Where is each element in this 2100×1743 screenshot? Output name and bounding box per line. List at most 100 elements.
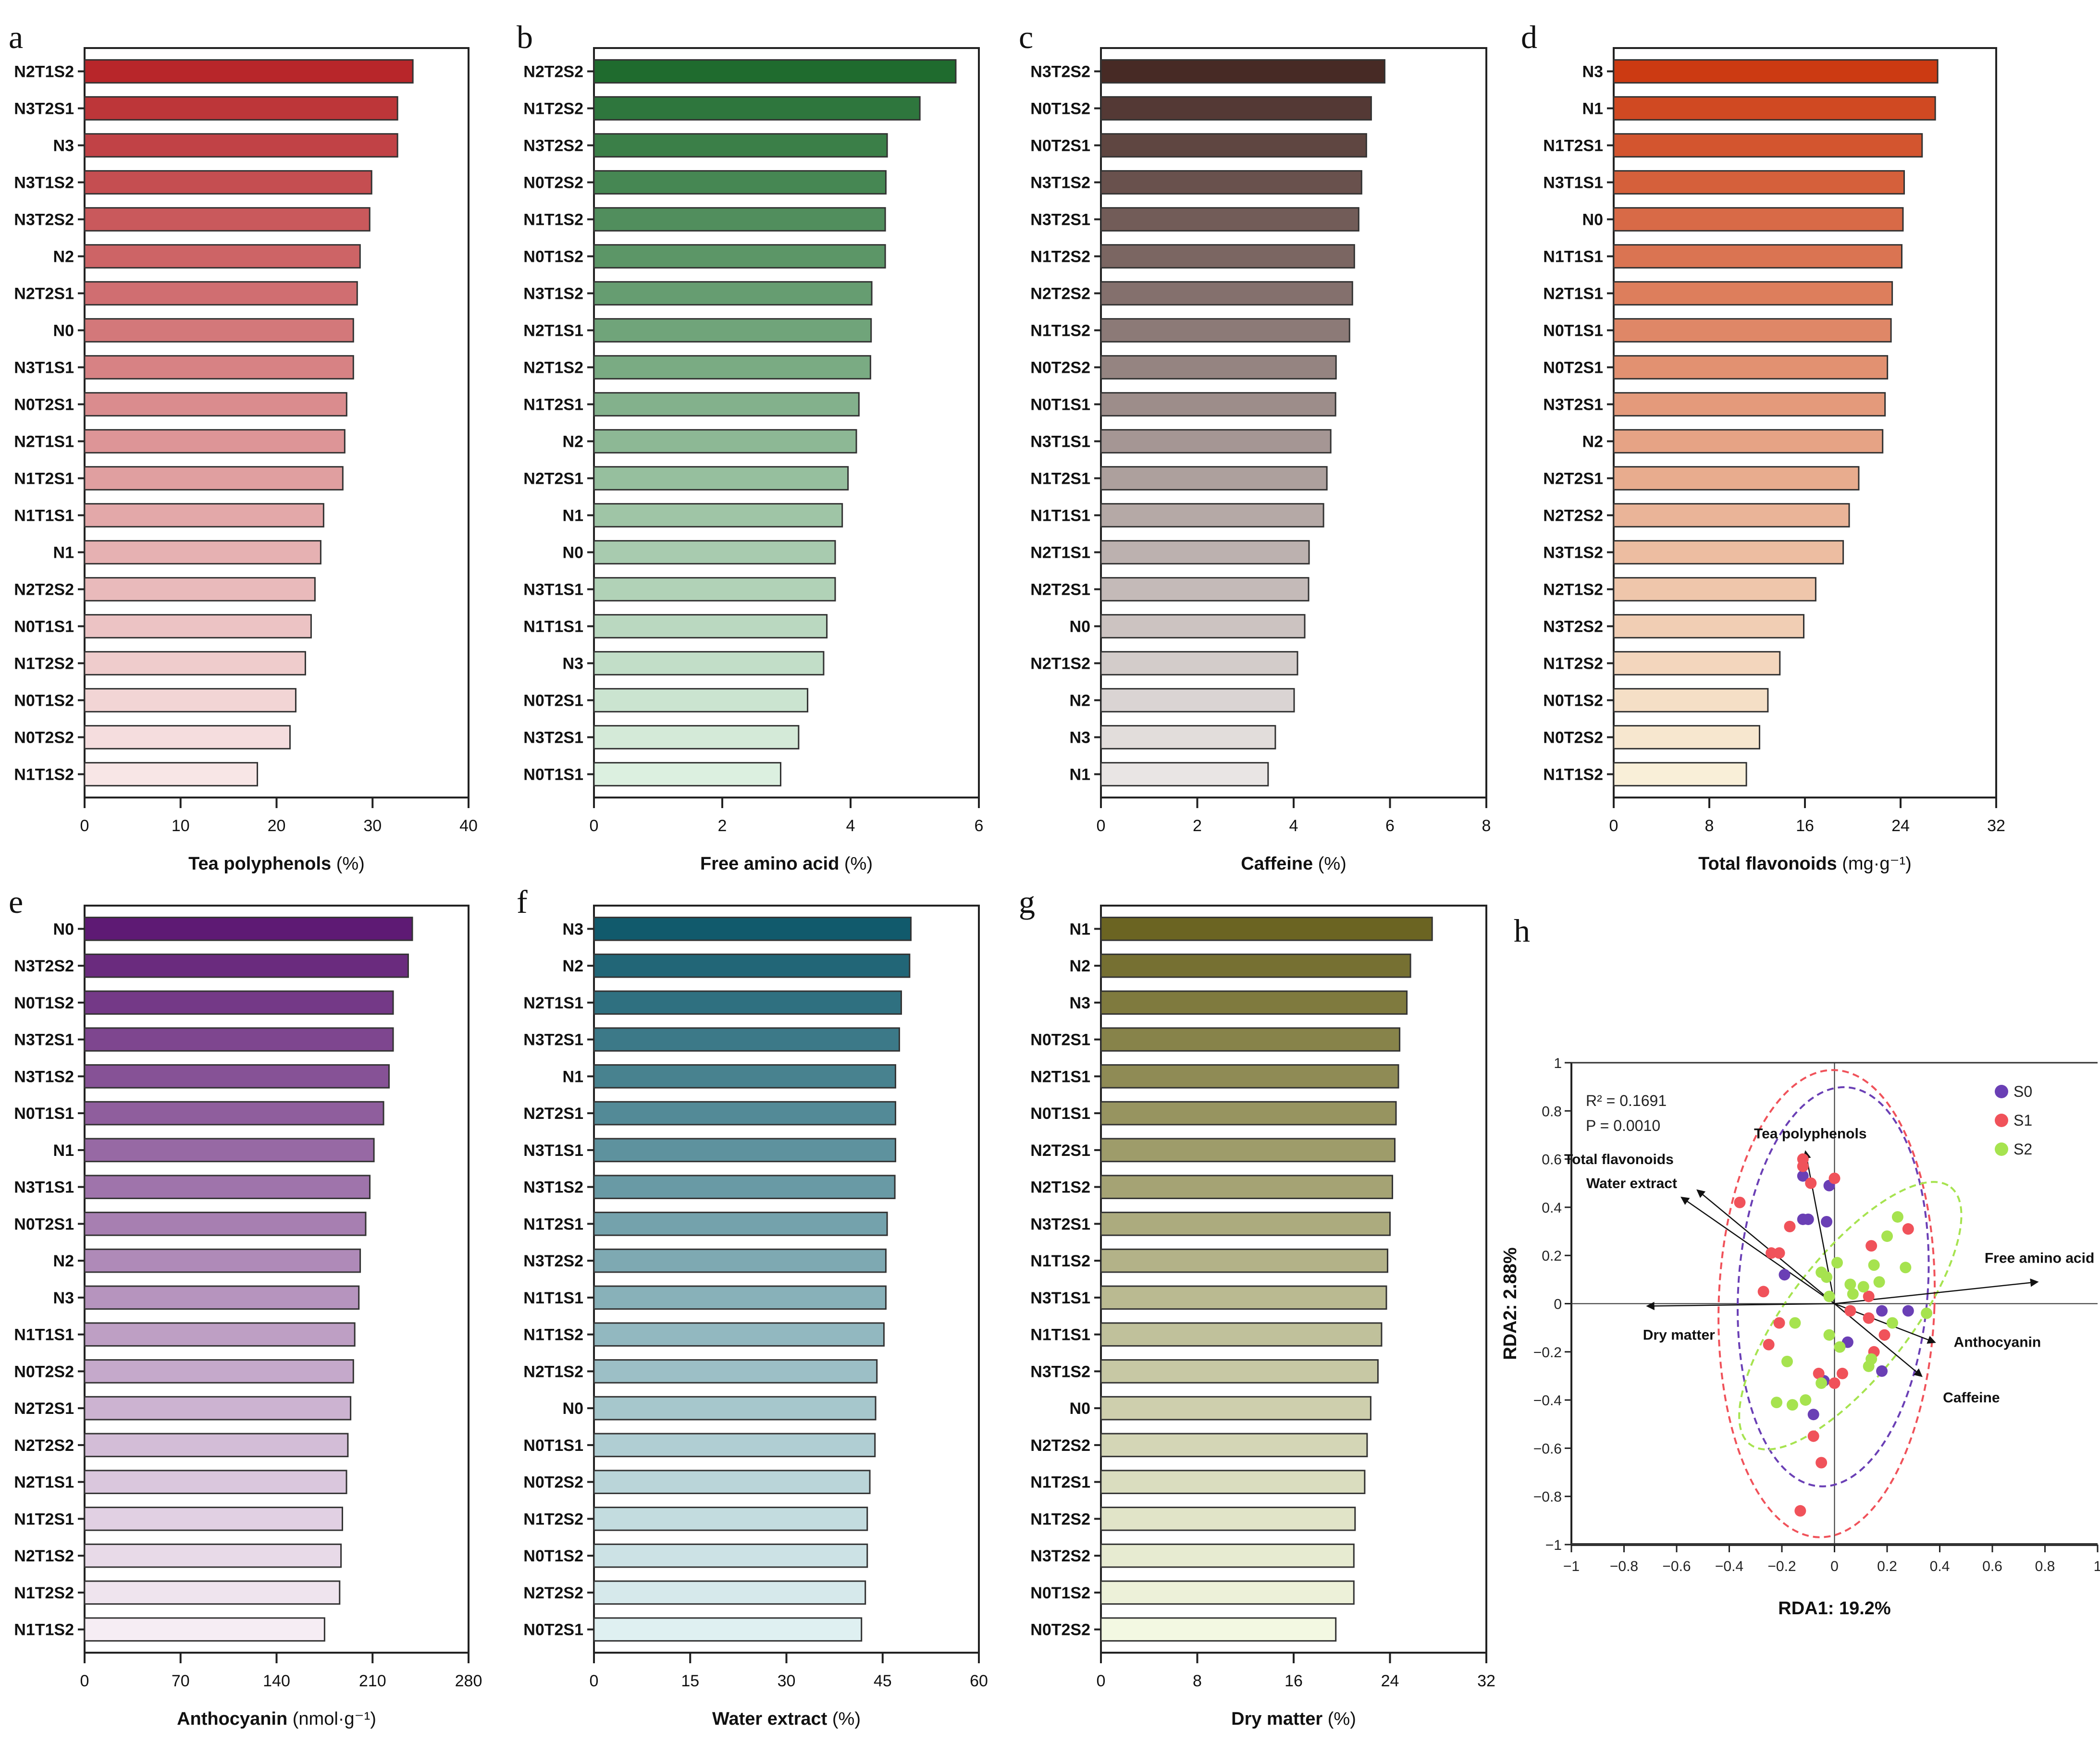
category-label: N3T1S2	[1030, 174, 1090, 192]
point-S2	[1868, 1259, 1880, 1271]
category-label: N2T1S1	[1543, 285, 1603, 303]
category-label: N1T2S2	[14, 655, 74, 673]
x-tick-label: 0	[1609, 817, 1618, 835]
x-tick-label: 4	[1289, 817, 1298, 835]
bar-N3	[1100, 725, 1276, 749]
bar-N2	[593, 953, 911, 978]
bar-N3T2S1	[593, 725, 800, 749]
x-tick-label: 0.8	[2035, 1559, 2055, 1574]
legend-marker-S1	[1995, 1114, 2008, 1127]
r-squared-annotation: R² = 0.1691	[1586, 1092, 1667, 1109]
bar-N0T1S1	[593, 1433, 876, 1458]
category-label: N1T1S1	[1030, 1326, 1090, 1344]
bar-N0T2S2	[84, 1359, 354, 1384]
plot-frame	[593, 905, 980, 1654]
category-label: N3T2S2	[14, 211, 74, 229]
bar-N3	[1613, 59, 1939, 84]
category-label: N1T1S2	[1030, 322, 1090, 340]
x-tick-label: 8	[1193, 1672, 1202, 1690]
point-S2	[1823, 1329, 1835, 1341]
x-tick-label: 0.2	[1877, 1559, 1897, 1574]
x-tick-label: 60	[970, 1672, 988, 1690]
bar-N2T1S2	[84, 1543, 342, 1568]
legend-label: S1	[2014, 1112, 2032, 1129]
bar-N0T2S2	[1100, 1617, 1337, 1642]
x-axis-title: Anthocyanin (nmol·g⁻¹)	[177, 1709, 376, 1729]
axis-title-space	[1322, 1709, 1328, 1729]
point-S1	[1878, 1329, 1890, 1341]
point-S2	[1834, 1341, 1846, 1353]
category-label: N3T1S2	[1543, 544, 1603, 562]
category-label: N3T2S2	[1543, 618, 1603, 636]
vector-label: Dry matter	[1643, 1327, 1715, 1343]
category-label: N0	[53, 920, 74, 938]
category-label: N0	[563, 1399, 583, 1418]
bar-N0T2S1	[593, 1617, 863, 1642]
x-tick-label: 16	[1796, 817, 1814, 835]
point-S0	[1797, 1170, 1809, 1182]
bar-N2T2S1	[1100, 1138, 1396, 1163]
x-tick-label: 0.4	[1930, 1559, 1950, 1574]
category-label: N2T1S2	[14, 63, 74, 81]
bar-N3T2S2	[593, 1248, 887, 1273]
bar-N3T1S2	[593, 281, 873, 306]
category-label: N0T1S2	[523, 248, 583, 266]
bar-N0T1S2	[1613, 688, 1769, 712]
bar-N3T1S2	[84, 170, 372, 195]
legend-marker-S0	[1995, 1085, 2008, 1098]
bar-N0T1S2	[84, 990, 394, 1015]
vector-label: Caffeine	[1943, 1390, 2000, 1406]
point-S1	[1773, 1317, 1785, 1329]
bar-N3	[84, 133, 398, 158]
category-label: N2T2S2	[1030, 1436, 1090, 1455]
category-label: N3	[1070, 729, 1090, 747]
bar-N1T2S1	[84, 1507, 343, 1531]
plot-frame	[1100, 905, 1487, 1654]
x-axis-title: Tea polyphenols (%)	[188, 854, 365, 874]
category-label: N0T1S1	[1030, 1105, 1090, 1123]
bar-N2	[1100, 688, 1295, 712]
bar-N0T2S2	[593, 170, 887, 195]
category-label: N0T1S1	[14, 1105, 74, 1123]
category-label: N1T1S2	[14, 766, 74, 784]
bar-N2T2S1	[593, 1101, 896, 1126]
category-label: N0T1S1	[523, 1436, 583, 1455]
x-axis-title: Water extract (%)	[712, 1709, 861, 1729]
bar-N2T1S1	[1613, 281, 1893, 306]
category-label: N3T2S1	[1543, 396, 1603, 414]
bar-N3T2S2	[1100, 1543, 1355, 1568]
category-label: N2T1S1	[1030, 544, 1090, 562]
bar-N2T2S1	[84, 281, 358, 306]
bar-N2T2S1	[1100, 577, 1309, 601]
bar-N0T1S2	[84, 688, 296, 712]
panel-b: b N2T2S2 N1T2S2 N3T2S2 N0T2S2 N1T1S2 N0T1S2 N3T…	[517, 19, 983, 874]
point-S1	[1797, 1160, 1809, 1172]
legend-label: S0	[2014, 1083, 2032, 1100]
bar-N1T2S2	[84, 1580, 341, 1605]
bar-N0T2S1	[1100, 133, 1367, 158]
category-label: N1	[1582, 100, 1603, 118]
x-tick-label: 0	[590, 817, 599, 835]
point-S1	[1766, 1247, 1778, 1259]
category-label: N3T2S1	[1030, 211, 1090, 229]
point-S2	[1821, 1271, 1833, 1283]
category-label: N0T2S2	[523, 174, 583, 192]
category-label: N2	[53, 248, 74, 266]
category-label: N3T2S2	[1030, 63, 1090, 81]
bar-N2T2S2	[1613, 503, 1850, 528]
plot-frame	[1100, 47, 1487, 798]
bar-N2T2S2	[1100, 1433, 1368, 1458]
bar-N2T1S1	[593, 990, 902, 1015]
point-S1	[1805, 1177, 1817, 1189]
axis-title-name: Free amino acid	[700, 854, 839, 874]
category-label: N2T1S2	[523, 1362, 583, 1381]
bar-N1	[84, 1138, 375, 1163]
panel-e: e N0 N3T2S2 N0T1S2 N3T2S1 N3T1S2 N0T1S1 N1 N3T1S…	[9, 884, 482, 1729]
bar-N2	[84, 244, 361, 269]
category-label: N3T2S2	[523, 137, 583, 155]
category-label: N3T1S2	[14, 174, 74, 192]
axis-title-space	[1313, 854, 1318, 874]
bar-N0T2S1	[1100, 1027, 1401, 1052]
category-label: N2T1S1	[14, 433, 74, 451]
point-S2	[1863, 1360, 1875, 1372]
